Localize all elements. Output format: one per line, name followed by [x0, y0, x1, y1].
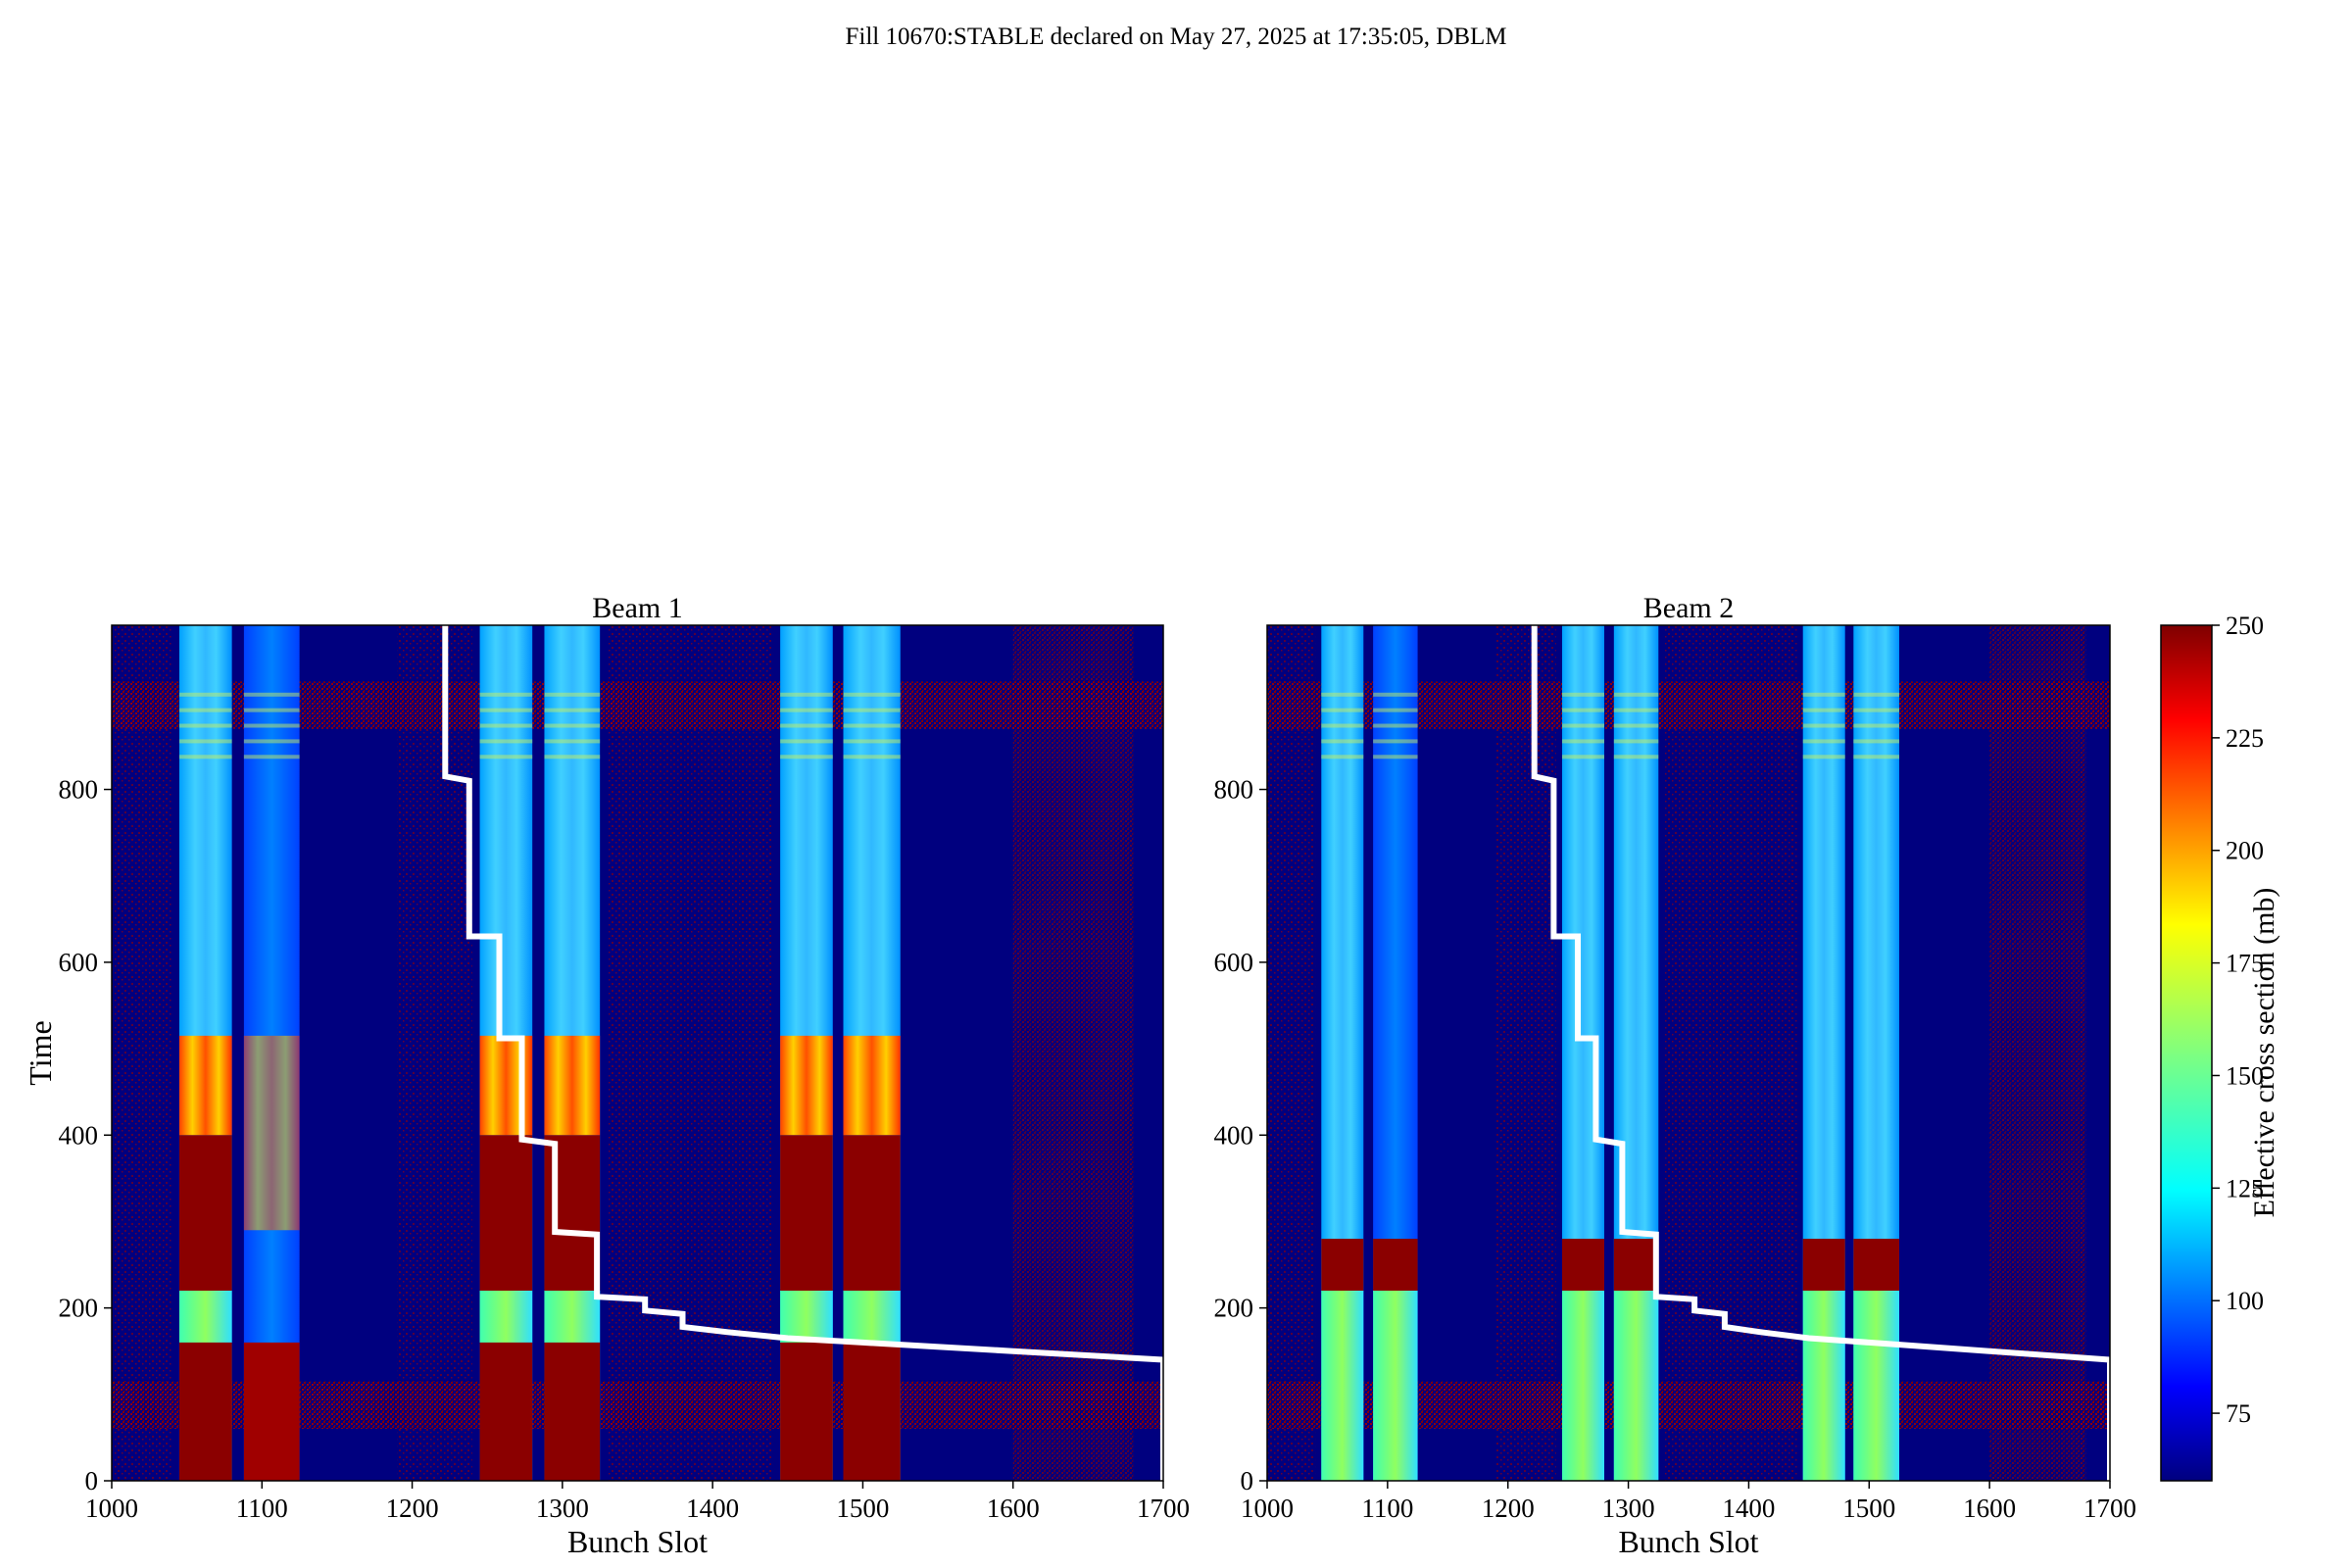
- colorbar-tick-label: 200: [2226, 837, 2264, 865]
- y-tick-label: 600: [59, 948, 99, 977]
- colorbar: 75 100 125 150 175 200 225 250 Effective cross …: [2160, 612, 2280, 1482]
- colorbar-tick-label: 250: [2226, 612, 2264, 640]
- noise-region: [112, 625, 172, 1481]
- y-tick-label: 800: [59, 775, 99, 805]
- y-tick-label: 400: [1214, 1120, 1254, 1150]
- bunch-band: [1802, 625, 1845, 1481]
- y-axis-label: Time: [23, 1020, 58, 1085]
- bunch-band: [243, 625, 300, 1481]
- overlay-step-line: [442, 625, 1163, 1481]
- noise-region: [1989, 625, 2086, 1481]
- y-tick-label: 200: [1214, 1294, 1254, 1323]
- x-tick-label: 1400: [1722, 1494, 1775, 1523]
- bunch-band: [843, 625, 901, 1481]
- x-tick-label: 1300: [536, 1494, 589, 1523]
- bunch-band: [544, 625, 601, 1481]
- noise-region: [397, 625, 472, 1481]
- noise-region: [1664, 625, 1749, 1481]
- bunch-band: [1613, 625, 1659, 1481]
- x-tick-label: 1000: [1241, 1494, 1294, 1523]
- heatmap-panel-2: 1000 1100 1200 1300 1400 1500 1600 1700 0 200 400 6…: [1214, 592, 2137, 1559]
- x-tick-label: 1700: [1137, 1494, 1190, 1523]
- panel-title: Beam 2: [1643, 592, 1734, 624]
- colorbar-tick-label: 175: [2226, 950, 2264, 978]
- x-tick-label: 1000: [85, 1494, 138, 1523]
- x-tick-label: 1300: [1602, 1494, 1655, 1523]
- noise-region: [1748, 625, 1797, 1481]
- bunch-band: [780, 625, 833, 1481]
- x-tick-label: 1500: [836, 1494, 889, 1523]
- x-axis-label: Bunch Slot: [567, 1524, 708, 1559]
- bunch-band: [1321, 625, 1364, 1481]
- colorbar-tick-label: 125: [2226, 1174, 2264, 1202]
- colorbar-label: Effective cross section (mb): [2248, 888, 2280, 1218]
- x-tick-label: 1100: [236, 1494, 288, 1523]
- x-tick-label: 1100: [1361, 1494, 1413, 1523]
- axes-frame: [1266, 624, 2111, 1482]
- x-tick-label: 1600: [1963, 1494, 2016, 1523]
- y-tick-label: 800: [1214, 775, 1254, 805]
- bunch-band: [1373, 625, 1418, 1481]
- noise-region: [1495, 625, 1556, 1481]
- y-tick-label: 600: [1214, 948, 1254, 977]
- bunch-band: [178, 625, 232, 1481]
- x-tick-label: 1200: [1482, 1494, 1535, 1523]
- colorbar-tick-label: 75: [2226, 1399, 2251, 1428]
- colorbar-tick-label: 225: [2226, 724, 2264, 753]
- bunch-band: [1562, 625, 1604, 1481]
- y-tick-label: 0: [1241, 1466, 1254, 1495]
- figure-title: Fill 10670:STABLE declared on May 27, 20…: [845, 24, 1507, 50]
- axes-frame: [111, 624, 1164, 1482]
- panel-title: Beam 1: [592, 592, 682, 624]
- x-tick-label: 1200: [386, 1494, 439, 1523]
- x-tick-label: 1700: [2083, 1494, 2136, 1523]
- noise-region: [1012, 625, 1134, 1481]
- y-tick-label: 200: [59, 1294, 99, 1323]
- noise-region: [712, 625, 773, 1481]
- x-tick-label: 1500: [1842, 1494, 1895, 1523]
- noise-region: [1267, 625, 1316, 1481]
- y-tick-label: 0: [85, 1466, 99, 1495]
- noise-region: [607, 625, 713, 1481]
- bunch-band: [1853, 625, 1899, 1481]
- heatmap-panel-1: 1000 1100 1200 1300 1400 1500 1600 1700 0 200 400 6…: [23, 592, 1190, 1559]
- x-axis-label: Bunch Slot: [1618, 1524, 1758, 1559]
- colorbar-tick-label: 150: [2226, 1061, 2264, 1090]
- overlay-step-line: [1531, 625, 2110, 1481]
- y-tick-label: 400: [59, 1120, 99, 1150]
- colorbar-tick-label: 100: [2226, 1287, 2264, 1315]
- colorbar-gradient: [2160, 624, 2213, 1482]
- x-tick-label: 1400: [686, 1494, 739, 1523]
- x-tick-label: 1600: [987, 1494, 1040, 1523]
